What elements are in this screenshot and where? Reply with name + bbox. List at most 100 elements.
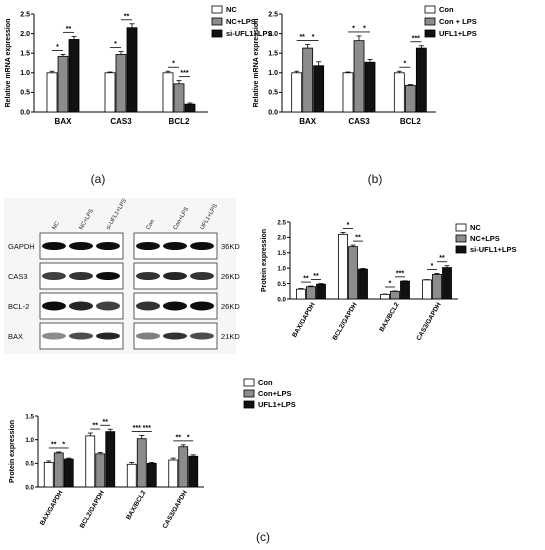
blot-band: [69, 332, 93, 340]
bar: [46, 72, 58, 113]
blot-band: [69, 301, 93, 311]
legend-label: si-UFL1+LPS: [470, 245, 516, 254]
x-tick-label: BCL2: [169, 117, 190, 126]
legend-label: NC: [470, 223, 481, 232]
bar: [68, 39, 80, 113]
blot-band: [96, 272, 120, 280]
blot-band: [163, 301, 187, 311]
significance-label: *: [56, 44, 59, 51]
bar: [126, 27, 138, 113]
significance-label: **: [355, 235, 361, 242]
y-tick-label: 2.0: [268, 31, 278, 38]
blot-band: [136, 242, 160, 250]
bar: [43, 461, 54, 488]
blot-band: [190, 301, 214, 311]
legend-label: si-UFL1+LPS: [226, 29, 272, 38]
x-tick-label: CAS3/GAPDH: [415, 301, 443, 342]
significance-label: *: [187, 434, 190, 441]
y-tick-label: 1.0: [268, 70, 278, 77]
bar: [291, 72, 303, 113]
significance-label: ***: [180, 70, 188, 77]
bar: [432, 273, 442, 300]
blot-band: [96, 301, 120, 311]
legend-label: NC: [226, 5, 237, 14]
bar: [105, 431, 116, 488]
y-tick-label: 2.5: [277, 219, 286, 226]
blot-band: [96, 332, 120, 340]
lane-label: Con: [146, 219, 157, 231]
bar: [296, 288, 306, 300]
caption-a: (a): [91, 172, 106, 186]
bar: [302, 47, 314, 113]
blot-band: [69, 272, 93, 280]
legend-swatch: [243, 400, 255, 409]
bar: [422, 279, 432, 300]
blot-band: [42, 332, 66, 340]
y-tick-label: 0.5: [268, 90, 278, 97]
y-tick-label: 2.0: [20, 31, 30, 38]
x-tick-label: BAX/GAPDH: [291, 301, 317, 339]
blot-band: [163, 242, 187, 250]
y-tick-label: 2.5: [268, 11, 278, 18]
significance-label: *: [312, 34, 315, 41]
y-axis-label: Relative mRNA expression: [5, 19, 12, 108]
bar: [115, 53, 127, 113]
bar: [126, 463, 137, 488]
legend-swatch: [211, 29, 223, 38]
blot-band: [42, 272, 66, 280]
bar: [173, 83, 185, 113]
bar: [393, 72, 405, 113]
bar: [353, 40, 365, 113]
legend-swatch: [243, 389, 255, 398]
blot-band: [190, 272, 214, 280]
x-tick-label: CAS3/GAPDH: [162, 489, 190, 530]
significance-label: *: [172, 61, 175, 68]
blot-band: [42, 242, 66, 250]
bar: [348, 246, 358, 300]
bar: [313, 65, 325, 113]
blot-band: [163, 272, 187, 280]
bar: [342, 72, 354, 113]
significance-label: ***: [143, 425, 151, 432]
bar: [53, 452, 64, 488]
y-tick-label: 0.0: [277, 296, 286, 303]
bar: [57, 55, 69, 113]
y-tick-label: 1.0: [277, 266, 286, 273]
bar: [442, 267, 452, 300]
legend-label: Con+LPS: [258, 389, 292, 398]
legend-swatch: [424, 5, 436, 14]
significance-label: **: [176, 434, 182, 441]
chart-b-rna-overexpression: 0.0 0.5 1.0 1.5 2.0 2.5 Relative mRNA expressi…: [253, 5, 477, 126]
bar: [380, 293, 390, 300]
significance-label: **: [313, 273, 319, 280]
legend-swatch: [211, 17, 223, 26]
significance-label: **: [439, 255, 445, 262]
x-tick-label: BAX: [55, 117, 73, 126]
legend-swatch: [455, 223, 467, 232]
blot-band: [190, 332, 214, 340]
significance-label: *: [62, 441, 65, 448]
significance-label: **: [93, 423, 99, 430]
x-tick-label: BAX/BCL2: [125, 489, 148, 521]
significance-label: *: [389, 280, 392, 287]
x-tick-label: BCL2/GAPDH: [332, 301, 359, 341]
bar: [136, 438, 147, 488]
x-tick-label: BAX: [299, 117, 317, 126]
y-tick-label: 0.0: [268, 109, 278, 116]
x-tick-label: CAS3: [348, 117, 370, 126]
bar: [104, 72, 116, 113]
chart-a-rna-knockdown: 0.0 0.5 1.0 1.5 2.0 2.5 Relative mRNA expressi…: [5, 5, 272, 126]
legend-swatch: [211, 5, 223, 14]
x-tick-label: CAS3: [110, 117, 132, 126]
legend-swatch: [424, 29, 436, 38]
significance-label: *: [363, 25, 366, 32]
legend-label: NC+LPS: [226, 17, 256, 26]
legend-label: Con: [258, 378, 273, 387]
bar: [364, 61, 376, 113]
legend-swatch: [455, 245, 467, 254]
significance-label: **: [51, 441, 57, 448]
significance-label: ***: [412, 35, 420, 42]
